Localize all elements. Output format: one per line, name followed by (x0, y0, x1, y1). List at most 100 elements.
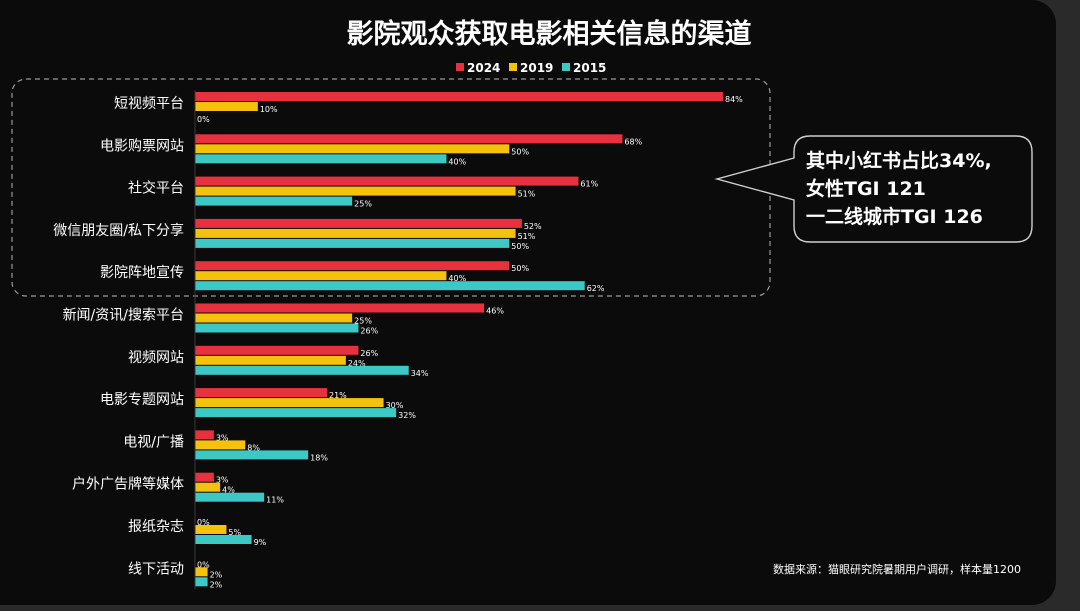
bar-2024 (195, 176, 579, 186)
bar-2019 (195, 398, 384, 408)
category-label: 电视/广播 (123, 434, 184, 450)
bar-group: 短视频平台 84% 10% 0% (114, 92, 743, 124)
bar-2024 (195, 134, 623, 144)
value-label-2019: 8% (247, 443, 260, 452)
bar-2019 (195, 525, 227, 534)
bar-2019 (195, 440, 246, 450)
value-label-2024: 3% (216, 433, 229, 442)
category-label: 社交平台 (128, 180, 184, 197)
category-label: 电影专题网站 (100, 392, 184, 408)
callout-line-3: 一二线城市TGI 126 (806, 205, 983, 228)
value-label-2019: 10% (260, 105, 278, 114)
bar-group: 电影购票网站 68% 50% 40% (100, 134, 643, 166)
bar-2019 (195, 102, 258, 111)
value-label-2015: 9% (254, 538, 267, 547)
bar-2024 (195, 345, 359, 355)
legend-label-2019: 2019 (520, 61, 553, 75)
value-label-2019: 30% (386, 401, 404, 410)
callout-outline (714, 135, 1033, 243)
value-label-2015: 32% (398, 411, 416, 420)
bar-group: 微信朋友圈/私下分享 52%51%50% (53, 218, 542, 251)
legend-label-2015: 2015 (573, 61, 606, 75)
bar-2015 (195, 323, 359, 333)
bar-2019 (195, 228, 516, 238)
chart-title: 影院观众获取电影相关信息的渠道 (347, 18, 752, 50)
bar-2019 (195, 313, 353, 323)
bar-2019 (195, 144, 510, 154)
value-label-2015: 26% (360, 327, 378, 336)
category-label: 线下活动 (128, 561, 184, 577)
value-label-2019: 2% (210, 570, 223, 579)
value-label-2024: 21% (329, 391, 347, 400)
bar-group: 电视/广播 3% 8% 18% (123, 430, 328, 462)
value-label-2019: 4% (222, 486, 235, 495)
bar-2024 (195, 218, 522, 228)
bar-2015 (195, 408, 397, 418)
value-label-2024: 0% (197, 560, 210, 569)
bar-2015 (195, 450, 309, 460)
category-label: 视频网站 (128, 350, 184, 366)
bar-2019 (195, 567, 208, 577)
bar-2024 (195, 388, 327, 398)
source-note: 数据来源：猫眼研究院暑期用户调研，样本量1200 (773, 562, 1021, 576)
bar-2019 (195, 271, 447, 281)
legend: 2024 2019 2015 (456, 61, 606, 75)
value-label-2024: 26% (360, 349, 378, 358)
bar-2024 (195, 430, 214, 440)
callout-bubble: 其中小红书占比34%, 女性TGI 121 一二线城市TGI 126 (714, 135, 1033, 243)
bar-group: 社交平台 61% 51% 25% (128, 176, 599, 209)
category-label: 户外广告牌等媒体 (72, 476, 184, 493)
value-label-2015: 18% (310, 453, 328, 462)
category-label: 新闻/资讯/搜索平台 (63, 307, 184, 324)
value-label-2015: 25% (354, 200, 372, 209)
bar-2015 (195, 154, 447, 164)
legend-swatch-2015 (562, 63, 570, 71)
bar-group: 视频网站 26%24% 34% (128, 345, 429, 378)
bar-2015 (195, 492, 265, 502)
legend-swatch-2024 (456, 63, 464, 71)
callout-line-2: 女性TGI 121 (806, 177, 926, 200)
bar-2019 (195, 482, 221, 492)
chart-panel: 影院观众获取电影相关信息的渠道 2024 2019 2015 短视频平台 84% 10%… (0, 0, 1056, 605)
legend-swatch-2019 (509, 63, 517, 71)
value-label-2015: 62% (587, 284, 605, 293)
value-label-2015: 0% (197, 115, 210, 124)
bar-2015 (195, 535, 252, 544)
bar-2015 (195, 577, 208, 587)
bar-group: 线下活动 0%2%2% (128, 560, 223, 589)
value-label-2019: 50% (511, 147, 529, 156)
value-label-2024: 68% (624, 137, 642, 146)
value-label-2024: 3% (216, 476, 229, 485)
value-label-2015: 50% (511, 242, 529, 251)
value-label-2015: 11% (266, 496, 284, 505)
category-label: 电影购票网站 (100, 138, 184, 154)
value-label-2019: 51% (518, 190, 536, 199)
value-label-2019: 25% (354, 317, 372, 326)
value-label-2024: 84% (725, 95, 743, 104)
bar-group: 电影专题网站 21% 30%32% (100, 388, 416, 420)
value-label-2024: 50% (511, 264, 529, 273)
bar-2019 (195, 355, 346, 365)
bar-2024 (195, 92, 723, 101)
bar-2015 (195, 238, 510, 248)
value-label-2019: 5% (228, 528, 241, 537)
value-label-2015: 2% (210, 580, 223, 589)
bar-2024 (195, 472, 214, 482)
bar-group: 影院阵地宣传 50% 40% 62% (100, 261, 605, 293)
value-label-2024: 0% (197, 518, 210, 527)
value-label-2015: 40% (448, 157, 466, 166)
value-label-2019: 40% (448, 274, 466, 283)
bar-2024 (195, 303, 485, 313)
value-label-2024: 46% (486, 307, 504, 316)
bar-group: 户外广告牌等媒体 3%4% 11% (72, 472, 284, 505)
bar-2015 (195, 196, 353, 206)
category-label: 短视频平台 (114, 96, 184, 112)
bar-group: 报纸杂志 0% 5% 9% (128, 518, 267, 547)
bar-2019 (195, 186, 516, 196)
category-label: 影院阵地宣传 (100, 265, 184, 281)
bar-groups: 短视频平台 84% 10% 0% 电影购票网站 68% 50% 40% 社交平台 61% 51% 25… (53, 90, 743, 590)
category-label: 报纸杂志 (128, 519, 184, 535)
value-label-2019: 24% (348, 359, 366, 368)
bar-2024 (195, 261, 510, 271)
callout-line-1: 其中小红书占比34%, (806, 149, 992, 172)
